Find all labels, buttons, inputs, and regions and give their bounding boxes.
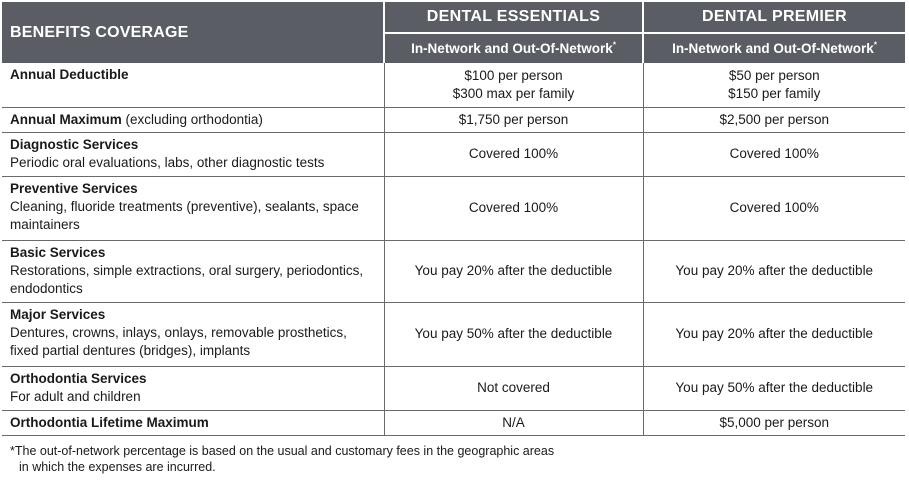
value-line: Covered 100% <box>729 146 819 161</box>
essentials-value-cell: Covered 100% <box>383 132 643 176</box>
value-line: Not covered <box>477 380 550 395</box>
benefit-name: Major Services <box>10 306 106 322</box>
table-row: Basic Services Restorations, simple extra… <box>2 240 905 302</box>
benefit-name: Preventive Services <box>10 180 138 196</box>
premier-value-cell: Covered 100% <box>642 176 905 240</box>
table-row: Orthodontia Services For adult and childr… <box>2 366 905 410</box>
footnote-marker: * <box>612 40 616 50</box>
essentials-value-cell: Not covered <box>383 366 643 410</box>
benefit-description: For adult and children <box>10 388 141 404</box>
premier-value-cell: Covered 100% <box>642 132 905 176</box>
benefit-description: Dentures, crowns, inlays, onlays, remova… <box>10 324 347 358</box>
value-line: Covered 100% <box>468 200 559 215</box>
table-row: Annual Deductible $100 per person $300 ma… <box>2 63 905 107</box>
value-line: $150 per family <box>728 85 821 101</box>
premier-value-cell: You pay 50% after the deductible <box>642 366 905 410</box>
benefit-label-cell: Basic Services Restorations, simple extra… <box>2 240 384 302</box>
value-line: $50 per person <box>728 67 820 83</box>
value-line: $300 max per family <box>452 85 575 101</box>
table-header-row: BENEFITS COVERAGE DENTAL ESSENTIALS In-N… <box>2 2 905 63</box>
benefit-name: Orthodontia Lifetime Maximum <box>10 414 209 430</box>
benefit-description: Periodic oral evaluations, labs, other d… <box>10 154 325 170</box>
value-line: You pay 50% after the deductible <box>414 326 613 341</box>
benefit-description: Cleaning, fluoride treatments (preventiv… <box>10 198 359 232</box>
table-row: Preventive Services Cleaning, fluoride tr… <box>2 176 905 240</box>
plan-network-subtitle: In-Network and Out-Of-Network* <box>411 40 616 56</box>
table-row: Major Services Dentures, crowns, inlays, … <box>2 302 905 366</box>
premier-value-cell: $2,500 per person <box>642 107 905 132</box>
table-row: Annual Maximum (excluding orthodontia) $… <box>2 107 905 132</box>
table-row: Diagnostic Services Periodic oral evaluat… <box>2 132 905 176</box>
benefit-label-cell: Major Services Dentures, crowns, inlays, … <box>2 302 384 366</box>
value-line: $2,500 per person <box>719 111 830 127</box>
plan-name: DENTAL PREMIER <box>644 2 905 34</box>
benefit-description: Restorations, simple extractions, oral s… <box>10 262 364 296</box>
benefit-label-cell: Preventive Services Cleaning, fluoride tr… <box>2 176 384 240</box>
benefit-label-cell: Annual Maximum (excluding orthodontia) <box>2 107 384 132</box>
value-line: You pay 20% after the deductible <box>675 326 874 341</box>
footnote-line: *The out-of-network percentage is based … <box>10 444 555 458</box>
benefit-name: Basic Services <box>10 244 106 260</box>
benefit-name: Orthodontia Services <box>10 370 147 386</box>
premier-value-cell: You pay 20% after the deductible <box>642 302 905 366</box>
essentials-value-cell: You pay 20% after the deductible <box>383 240 643 302</box>
premier-value-cell: $5,000 per person <box>642 410 905 435</box>
plan-name: DENTAL ESSENTIALS <box>385 2 642 34</box>
footnote-marker: * <box>873 40 877 50</box>
benefits-coverage-heading: BENEFITS COVERAGE <box>2 2 384 63</box>
benefit-label-cell: Orthodontia Lifetime Maximum <box>2 410 384 435</box>
value-line: You pay 50% after the deductible <box>675 380 874 395</box>
essentials-value-cell: N/A <box>383 410 643 435</box>
premier-value-cell: You pay 20% after the deductible <box>642 240 905 302</box>
benefit-inline-note: (excluding orthodontia) <box>121 111 263 127</box>
essentials-value-cell: Covered 100% <box>383 176 643 240</box>
benefit-name: Annual Maximum <box>10 111 122 127</box>
essentials-value-cell: $1,750 per person <box>383 107 643 132</box>
value-line: N/A <box>502 414 525 430</box>
benefit-name: Annual Deductible <box>10 67 129 82</box>
benefit-label-cell: Orthodontia Services For adult and childr… <box>2 366 384 410</box>
benefit-label-cell: Annual Deductible <box>2 63 384 107</box>
value-line: Covered 100% <box>468 146 559 161</box>
benefit-label-cell: Diagnostic Services Periodic oral evaluat… <box>2 132 384 176</box>
value-line: $1,750 per person <box>458 111 569 127</box>
footnote: *The out-of-network percentage is based … <box>10 443 710 475</box>
essentials-value-cell: $100 per person $300 max per family <box>383 63 643 107</box>
plan-header-dental-essentials: DENTAL ESSENTIALS In-Network and Out-Of-… <box>383 2 643 63</box>
value-line: $5,000 per person <box>719 414 830 430</box>
plan-header-dental-premier: DENTAL PREMIER In-Network and Out-Of-Net… <box>642 2 905 63</box>
premier-value-cell: $50 per person $150 per family <box>642 63 905 107</box>
benefit-name: Diagnostic Services <box>10 136 139 152</box>
value-line: You pay 20% after the deductible <box>414 263 613 278</box>
benefits-coverage-table: BENEFITS COVERAGE DENTAL ESSENTIALS In-N… <box>2 2 905 436</box>
plan-network-subtitle: In-Network and Out-Of-Network* <box>672 40 877 56</box>
footnote-line: in which the expenses are incurred. <box>19 460 216 474</box>
value-line: Covered 100% <box>729 200 819 215</box>
value-line: You pay 20% after the deductible <box>675 263 874 278</box>
value-line: $100 per person <box>464 67 563 83</box>
table-row: Orthodontia Lifetime Maximum N/A $5,000 … <box>2 410 905 435</box>
essentials-value-cell: You pay 50% after the deductible <box>383 302 643 366</box>
